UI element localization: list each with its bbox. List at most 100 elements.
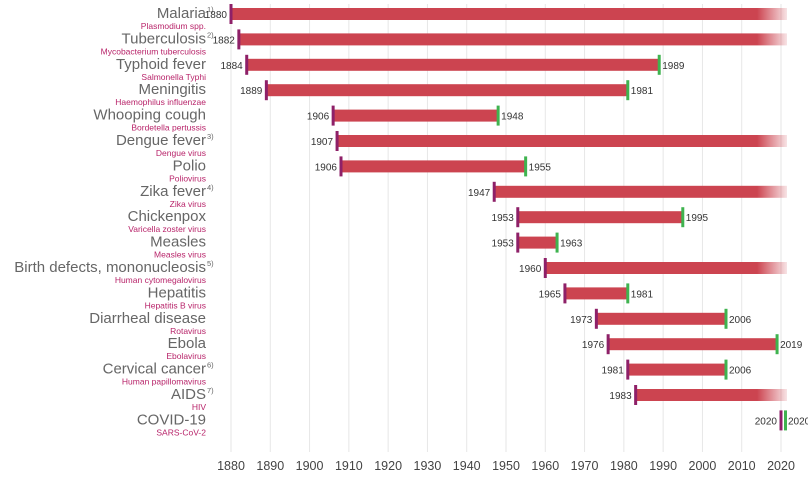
- bar-fade-tuberculosis: [757, 33, 787, 46]
- end-year-ebola: 2019: [780, 340, 803, 351]
- bar-birth-defects-mononucleosis: [545, 262, 757, 274]
- pathogen-label-covid-19: SARS-CoV-2: [156, 427, 206, 437]
- end-marker-diarrheal-disease: [724, 308, 728, 329]
- end-year-chickenpox: 1995: [686, 213, 709, 224]
- bar-dengue-fever: [337, 135, 757, 147]
- disease-label-measles: Measles: [150, 234, 206, 251]
- start-marker-diarrheal-disease: [594, 308, 598, 329]
- bar-aids: [635, 389, 757, 401]
- start-year-malaria: 1880: [205, 10, 228, 21]
- end-year-polio: 1955: [529, 162, 552, 173]
- footnote-malaria: 1): [207, 5, 214, 14]
- bar-polio: [341, 160, 526, 173]
- x-tick-label-1960: 1960: [531, 459, 559, 473]
- pathogen-label-hepatitis: Hepatitis B virus: [145, 300, 206, 310]
- x-tick-label-1970: 1970: [571, 459, 599, 473]
- start-marker-chickenpox: [516, 207, 520, 228]
- start-marker-typhoid-fever: [245, 54, 249, 75]
- pathogen-label-ebola: Ebolavirus: [166, 351, 206, 361]
- pathogen-label-typhoid-fever: Salmonella Typhi: [141, 72, 206, 82]
- pathogen-label-birth-defects-mononucleosis: Human cytomegalovirus: [115, 275, 206, 285]
- end-year-typhoid-fever: 1989: [662, 61, 685, 72]
- footnote-dengue-fever: 3): [207, 132, 214, 141]
- pathogen-label-malaria: Plasmodium spp.: [141, 21, 206, 31]
- grid-layer: [230, 4, 782, 452]
- start-marker-zika-fever: [492, 181, 496, 202]
- bar-ebola: [608, 338, 778, 351]
- start-marker-dengue-fever: [335, 131, 339, 151]
- start-year-tuberculosis: 1882: [213, 35, 236, 46]
- end-year-whooping-cough: 1948: [501, 112, 524, 123]
- start-year-meningitis: 1889: [240, 86, 263, 97]
- disease-label-diarrheal-disease: Diarrheal disease: [89, 310, 206, 327]
- end-year-measles: 1963: [560, 239, 583, 250]
- start-year-hepatitis: 1965: [539, 289, 562, 300]
- disease-label-zika-fever: Zika fever: [140, 183, 206, 200]
- bars-layer: [229, 4, 787, 431]
- end-marker-chickenpox: [681, 207, 685, 228]
- pathogen-label-chickenpox: Varicella zoster virus: [128, 224, 206, 234]
- x-tick-label-1890: 1890: [256, 459, 284, 473]
- bar-zika-fever: [494, 185, 757, 198]
- start-marker-hepatitis: [563, 283, 567, 304]
- pathogen-label-diarrheal-disease: Rotavirus: [170, 326, 206, 336]
- bar-chickenpox: [517, 211, 683, 224]
- end-marker-whooping-cough: [496, 105, 500, 126]
- start-year-birth-defects-mononucleosis: 1960: [519, 264, 542, 275]
- disease-label-aids: AIDS: [171, 386, 206, 403]
- start-year-measles: 1953: [492, 239, 515, 250]
- disease-label-hepatitis: Hepatitis: [148, 284, 206, 301]
- bar-fade-zika-fever: [757, 185, 787, 198]
- x-axis: 1880 1890 1900 1910 1920 1930 1940 1950 1960 1970…: [217, 459, 795, 473]
- disease-label-meningitis: Meningitis: [138, 81, 206, 98]
- start-year-polio: 1906: [315, 162, 338, 173]
- x-tick-label-2010: 2010: [728, 459, 756, 473]
- disease-label-cervical-cancer: Cervical cancer: [103, 361, 206, 378]
- disease-label-typhoid-fever: Typhoid fever: [116, 56, 206, 73]
- start-year-covid-19: 2020: [755, 416, 778, 427]
- start-marker-aids: [634, 385, 638, 405]
- start-year-typhoid-fever: 1884: [220, 61, 243, 72]
- start-marker-malaria: [229, 4, 233, 24]
- end-marker-ebola: [775, 334, 779, 355]
- x-tick-label-1940: 1940: [453, 459, 481, 473]
- pathogen-label-meningitis: Haemophilus influenzae: [115, 97, 206, 107]
- bar-meningitis: [266, 84, 628, 97]
- labels-layer: Malaria 1)Plasmodium spp.1880 Tuberculosis…: [14, 5, 808, 437]
- start-year-cervical-cancer: 1981: [602, 366, 625, 377]
- start-marker-covid-19: [779, 410, 783, 431]
- start-marker-cervical-cancer: [626, 359, 630, 380]
- disease-label-dengue-fever: Dengue fever: [116, 132, 206, 149]
- footnote-aids: 7): [207, 386, 214, 395]
- start-marker-birth-defects-mononucleosis: [543, 258, 547, 278]
- bar-hepatitis: [564, 287, 628, 300]
- bar-fade-malaria: [757, 8, 787, 20]
- start-marker-whooping-cough: [331, 105, 335, 126]
- bar-cervical-cancer: [627, 363, 726, 376]
- bar-fade-aids: [757, 389, 787, 401]
- start-year-zika-fever: 1947: [468, 188, 491, 199]
- start-marker-measles: [516, 232, 520, 253]
- bar-diarrheal-disease: [596, 312, 726, 325]
- footnote-tuberculosis: 2): [207, 30, 214, 39]
- x-tick-label-2000: 2000: [689, 459, 717, 473]
- bar-tuberculosis: [238, 33, 757, 46]
- end-marker-polio: [524, 156, 528, 177]
- pathogen-label-whooping-cough: Bordetella pertussis: [131, 123, 206, 133]
- bar-malaria: [231, 8, 757, 20]
- bar-fade-dengue-fever: [757, 135, 787, 147]
- x-tick-label-1980: 1980: [610, 459, 638, 473]
- pathogen-label-polio: Poliovirus: [169, 173, 206, 183]
- disease-label-covid-19: COVID-19: [137, 411, 206, 428]
- end-marker-measles: [555, 232, 559, 253]
- footnote-zika-fever: 4): [207, 183, 214, 192]
- x-tick-label-1900: 1900: [296, 459, 324, 473]
- start-year-chickenpox: 1953: [492, 213, 515, 224]
- x-tick-label-1930: 1930: [414, 459, 442, 473]
- pathogen-label-cervical-cancer: Human papillomavirus: [122, 377, 206, 387]
- end-marker-cervical-cancer: [724, 359, 728, 380]
- pathogen-label-aids: HIV: [192, 402, 207, 412]
- bar-typhoid-fever: [246, 58, 660, 71]
- start-marker-meningitis: [264, 80, 268, 101]
- disease-label-polio: Polio: [173, 157, 206, 174]
